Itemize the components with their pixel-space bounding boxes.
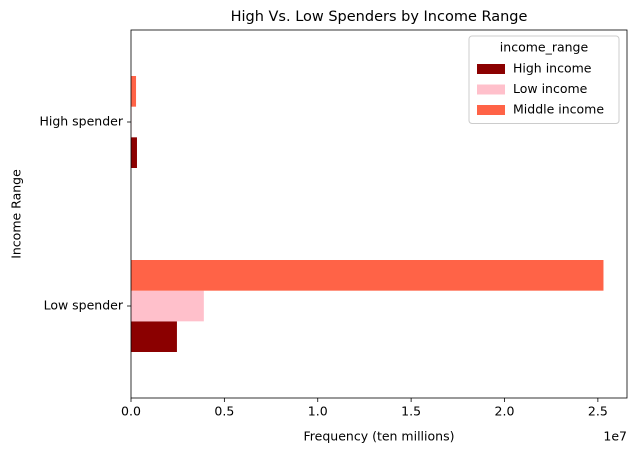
legend-label: Low income (513, 81, 588, 96)
x-tick-label: 1.5 (401, 404, 421, 419)
bar (131, 321, 177, 352)
legend-swatch (477, 84, 505, 95)
x-tick-label: 2.5 (588, 404, 608, 419)
x-tick-label: 0.0 (121, 404, 141, 419)
bar (131, 260, 604, 291)
x-offset-label: 1e7 (603, 429, 627, 444)
axes-frame (130, 29, 628, 399)
bar (131, 76, 137, 107)
x-axis-label: Frequency (ten millions) (304, 429, 455, 444)
legend-label: Middle income (513, 102, 604, 117)
chart-title: High Vs. Low Spenders by Income Range (231, 9, 528, 25)
legend-label: High income (513, 61, 592, 76)
legend-swatch (477, 105, 505, 115)
x-tick-label: 0.5 (214, 404, 234, 419)
legend-box (468, 35, 620, 124)
y-tick-label: High spender (39, 114, 123, 129)
bar (131, 290, 204, 322)
legend-title: income_range (500, 40, 589, 55)
legend-swatch (477, 64, 505, 74)
y-axis-label: Income Range (9, 169, 24, 259)
x-tick-label: 1.0 (308, 404, 328, 419)
y-tick-label: Low spender (44, 298, 124, 313)
bar (131, 137, 137, 168)
x-tick-label: 2.0 (495, 404, 515, 419)
